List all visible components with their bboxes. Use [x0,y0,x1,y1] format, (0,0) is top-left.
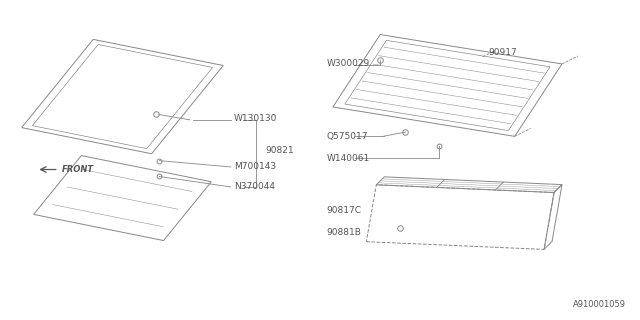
Text: 90881B: 90881B [326,228,361,237]
Text: N370044: N370044 [234,182,275,191]
Text: A910001059: A910001059 [573,300,626,309]
Text: 90821: 90821 [266,146,294,155]
Text: W300029: W300029 [326,59,370,68]
Text: Q575017: Q575017 [326,132,368,141]
Text: 90917: 90917 [489,48,518,57]
Text: W140061: W140061 [326,154,370,163]
Text: M700143: M700143 [234,163,276,172]
Text: 90817C: 90817C [326,206,362,215]
Text: FRONT: FRONT [62,165,94,174]
Text: W130130: W130130 [234,114,277,123]
